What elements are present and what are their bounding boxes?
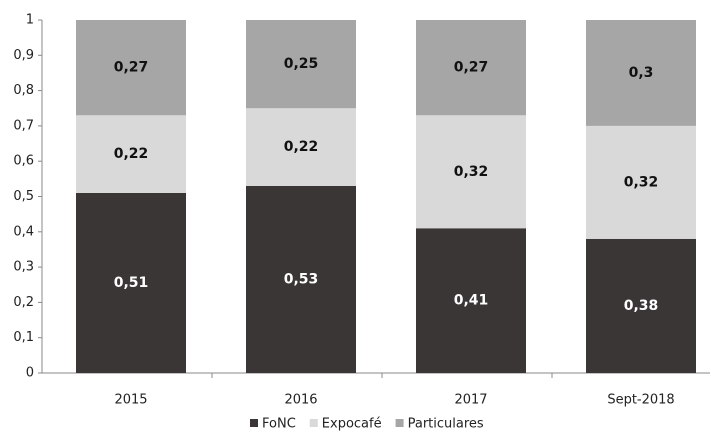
bar-segment [586,238,696,373]
data-label: 0,32 [624,174,659,190]
y-tick-label: 0,6 [13,154,34,169]
bar-segment [246,108,356,186]
y-tick-label: 0 [26,366,34,381]
data-label: 0,22 [284,139,319,155]
y-tick-label: 0,1 [13,330,34,345]
y-tick-label: 0,5 [13,189,34,204]
x-tick-label: 2017 [454,393,487,408]
data-label: 0,27 [114,60,149,76]
legend-label: Expocafé [322,417,382,432]
data-label: 0,27 [454,60,489,76]
bar-segment [246,185,356,373]
data-label: 0,51 [114,275,149,291]
bar-segment [416,228,526,373]
legend-label: FoNC [262,417,296,432]
y-tick-label: 0,7 [13,118,34,133]
legend-label: Particulares [408,417,484,432]
bar-segment [76,20,186,116]
legend-swatch [309,419,318,427]
y-tick-label: 0,4 [13,224,34,239]
data-label: 0,41 [454,293,489,309]
data-label: 0,53 [284,271,319,287]
data-label: 0,25 [284,56,319,72]
y-tick-label: 0,9 [13,48,34,63]
data-label: 0,22 [114,146,149,162]
x-tick-label: 2015 [114,393,147,408]
y-tick-label: 1 [26,13,34,28]
bar-segment [586,20,696,126]
y-tick-label: 0,8 [13,83,34,98]
bar-segment [416,20,526,116]
data-label: 0,32 [454,164,489,180]
bar-segment [246,20,356,109]
x-tick-label: 2016 [284,393,317,408]
y-tick-label: 0,3 [13,260,34,275]
legend-swatch [250,419,258,427]
legend-swatch [395,419,404,427]
bar-segment [416,115,526,229]
y-tick-label: 0,2 [13,295,34,310]
bar-segment [586,125,696,239]
bar-segment [76,192,186,373]
x-tick-label: Sept-2018 [607,393,674,408]
bar-segment [76,115,186,193]
data-label: 0,3 [629,65,654,81]
data-label: 0,38 [624,298,659,314]
